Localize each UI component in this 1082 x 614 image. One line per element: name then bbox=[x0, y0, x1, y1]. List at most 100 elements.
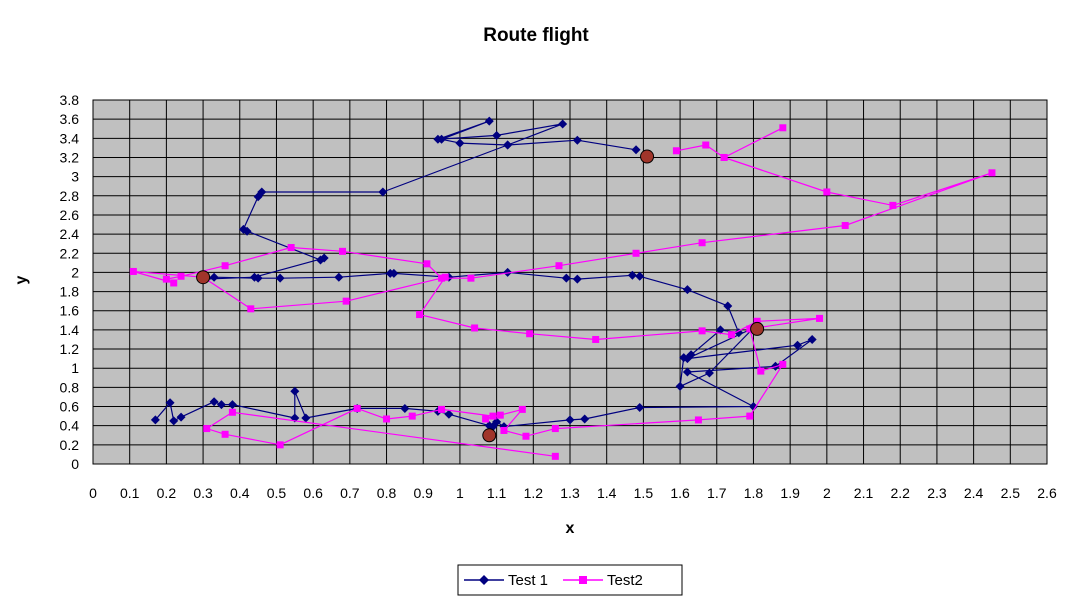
data-point-square bbox=[423, 260, 431, 268]
x-axis-ticks: 0 0.1 0.2 0.3 0.4 0.5 0.6 0.7 0.8 0.9 1 1.1 1.2 1.3 1.… bbox=[89, 485, 1057, 501]
y-tick-label: 0.8 bbox=[60, 379, 80, 395]
plot-border bbox=[92, 99, 1048, 465]
y-axis-ticks: 0 0.2 0.4 0.6 0.8 1 1.2 1.4 1.6 1.8 2 2.2 2.4 2.6 2.8 3… bbox=[60, 92, 80, 472]
x-tick-label: 2 bbox=[823, 485, 831, 501]
x-tick-label: 0.3 bbox=[193, 485, 213, 501]
data-point-diamond bbox=[572, 135, 582, 145]
data-point-diamond bbox=[455, 138, 465, 148]
y-tick-label: 0.6 bbox=[60, 399, 80, 415]
legend-label-test2: Test2 bbox=[607, 572, 643, 589]
x-tick-label: 0.2 bbox=[157, 485, 177, 501]
data-point-square bbox=[489, 412, 497, 420]
data-point-diamond bbox=[565, 415, 575, 425]
x-tick-label: 2.1 bbox=[854, 485, 874, 501]
data-point-square bbox=[177, 272, 185, 280]
data-point-square bbox=[720, 153, 728, 161]
data-point-diamond bbox=[734, 328, 744, 338]
y-tick-label: 0.4 bbox=[60, 418, 80, 434]
data-point-diamond bbox=[675, 381, 685, 391]
y-tick-label: 1.4 bbox=[60, 322, 80, 338]
data-point-diamond bbox=[169, 416, 179, 426]
x-tick-label: 2.2 bbox=[890, 485, 910, 501]
data-point-square bbox=[482, 415, 490, 423]
data-point-square bbox=[170, 279, 178, 287]
data-point-square bbox=[522, 432, 530, 440]
data-point-circle bbox=[750, 321, 765, 336]
vertical-gridlines bbox=[129, 100, 1011, 464]
legend-marker-diamond bbox=[479, 575, 489, 585]
y-tick-label: 0.2 bbox=[60, 437, 80, 453]
data-point-square bbox=[129, 267, 137, 275]
horizontal-gridlines bbox=[93, 118, 1047, 446]
series-3 bbox=[196, 149, 765, 443]
data-point-diamond bbox=[249, 272, 259, 282]
data-point-diamond bbox=[558, 119, 568, 129]
data-point-diamond bbox=[635, 271, 645, 281]
data-point-square bbox=[551, 452, 559, 460]
data-point-diamond bbox=[723, 301, 733, 311]
x-tick-label: 0.6 bbox=[303, 485, 323, 501]
y-tick-label: 2.4 bbox=[60, 226, 80, 242]
chart-title: Route flight bbox=[483, 25, 589, 46]
data-point-square bbox=[221, 262, 229, 270]
data-point-diamond bbox=[389, 268, 399, 278]
data-point-square bbox=[779, 360, 787, 368]
data-point-square bbox=[779, 124, 787, 132]
data-point-diamond bbox=[682, 354, 692, 364]
data-point-diamond bbox=[209, 397, 219, 407]
data-point-square bbox=[339, 247, 347, 255]
data-point-square bbox=[823, 188, 831, 196]
data-point-square bbox=[518, 405, 526, 413]
data-point-square bbox=[471, 324, 479, 332]
data-point-square bbox=[276, 441, 284, 449]
data-point-circle bbox=[640, 149, 655, 164]
data-point-diamond bbox=[334, 272, 344, 282]
data-point-square bbox=[555, 262, 563, 270]
data-point-diamond bbox=[572, 274, 582, 284]
y-tick-label: 2.8 bbox=[60, 188, 80, 204]
data-point-diamond bbox=[216, 400, 226, 410]
data-point-diamond bbox=[290, 386, 300, 396]
x-tick-label: 1.8 bbox=[744, 485, 764, 501]
x-tick-label: 0.5 bbox=[267, 485, 287, 501]
data-point-square bbox=[228, 408, 236, 416]
data-point-square bbox=[694, 416, 702, 424]
x-tick-label: 1.2 bbox=[524, 485, 544, 501]
data-point-diamond bbox=[275, 273, 285, 283]
data-point-diamond bbox=[631, 145, 641, 155]
y-axis-label: y bbox=[13, 275, 30, 284]
data-point-diamond bbox=[433, 134, 443, 144]
data-point-diamond bbox=[150, 415, 160, 425]
data-point-square bbox=[816, 314, 824, 322]
y-tick-label: 3.4 bbox=[60, 130, 80, 146]
data-point-square bbox=[988, 169, 996, 177]
x-tick-label: 2.6 bbox=[1037, 485, 1057, 501]
data-point-diamond bbox=[301, 413, 311, 423]
data-point-diamond bbox=[748, 402, 758, 412]
x-tick-label: 2.5 bbox=[1001, 485, 1021, 501]
data-point-diamond bbox=[242, 226, 252, 236]
legend-entry-test1: Test 1 bbox=[464, 572, 548, 589]
y-tick-label: 0 bbox=[71, 456, 79, 472]
data-point-diamond bbox=[209, 272, 219, 282]
data-point-square bbox=[526, 330, 534, 338]
data-point-diamond bbox=[176, 412, 186, 422]
x-tick-label: 0.1 bbox=[120, 485, 140, 501]
data-point-square bbox=[203, 425, 211, 433]
x-tick-label: 1.9 bbox=[780, 485, 800, 501]
data-point-diamond bbox=[715, 325, 725, 335]
y-tick-label: 2 bbox=[71, 264, 79, 280]
x-tick-label: 0.9 bbox=[413, 485, 433, 501]
data-point-square bbox=[383, 415, 391, 423]
data-point-square bbox=[496, 411, 504, 419]
data-point-diamond bbox=[319, 253, 329, 263]
y-tick-label: 3 bbox=[71, 169, 79, 185]
y-tick-label: 1 bbox=[71, 360, 79, 376]
x-tick-label: 0 bbox=[89, 485, 97, 501]
data-point-diamond bbox=[627, 270, 637, 280]
data-point-square bbox=[592, 335, 600, 343]
series-2 bbox=[129, 124, 996, 460]
data-point-diamond bbox=[492, 130, 502, 140]
y-tick-label: 3.6 bbox=[60, 111, 80, 127]
